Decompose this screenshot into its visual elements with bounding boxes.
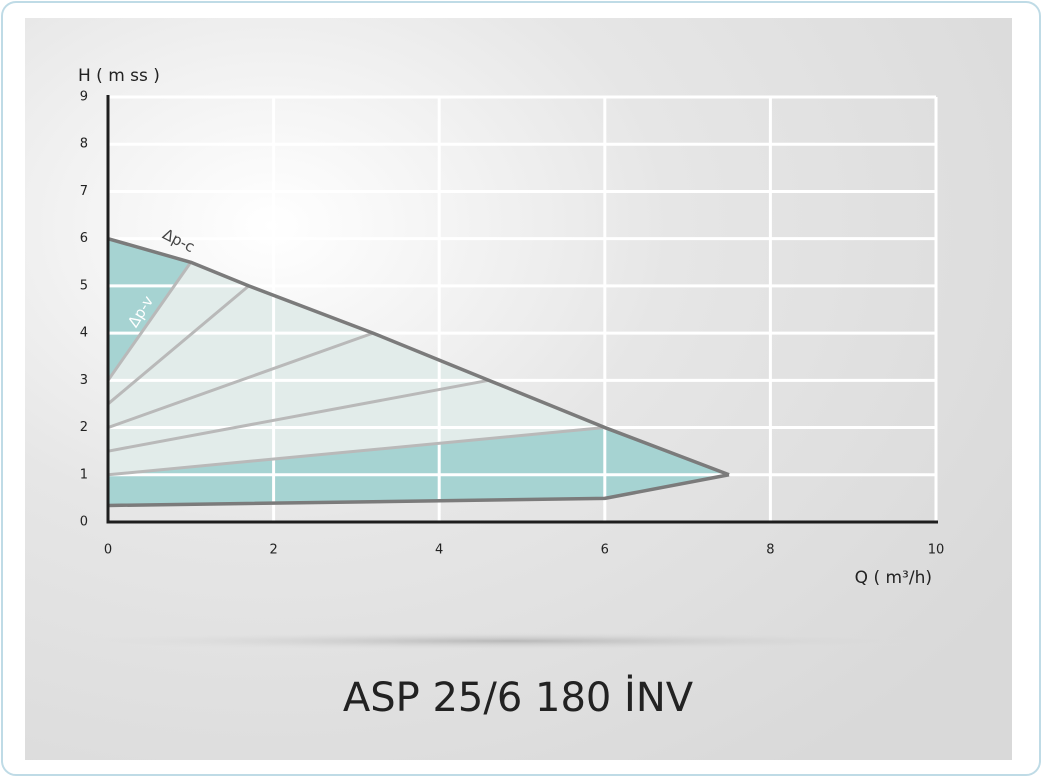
series-line <box>107 473 730 508</box>
y-tick-label: 7 <box>80 184 88 199</box>
y-axis-label: H ( m ss ) <box>78 66 160 86</box>
series-line <box>107 378 490 453</box>
y-tick-label: 2 <box>80 420 88 435</box>
region-fill <box>108 427 729 506</box>
series-line <box>107 331 374 429</box>
series-line <box>107 236 730 477</box>
x-tick-label: 8 <box>766 543 774 558</box>
y-tick-label: 5 <box>80 278 88 293</box>
x-tick-label: 4 <box>435 543 443 558</box>
chart-title: ASP 25/6 180 İNV <box>343 673 694 721</box>
x-tick-label: 0 <box>104 543 112 558</box>
y-tick-label: 8 <box>80 137 88 152</box>
x-tick-label: 6 <box>601 543 609 558</box>
y-tick-label: 4 <box>80 326 88 341</box>
shadow <box>60 632 960 650</box>
x-tick-label: 2 <box>269 543 277 558</box>
y-tick-label: 1 <box>80 467 88 482</box>
y-tick-label: 6 <box>80 231 88 246</box>
series-line <box>107 284 250 406</box>
y-tick-label: 9 <box>80 90 88 105</box>
region-fill <box>108 238 191 381</box>
x-axis-label: Q ( m³/h) <box>855 568 932 588</box>
x-tick-label: 10 <box>928 543 945 558</box>
y-tick-label: 0 <box>80 515 88 530</box>
y-tick-label: 3 <box>80 373 88 388</box>
series-line <box>106 261 193 382</box>
